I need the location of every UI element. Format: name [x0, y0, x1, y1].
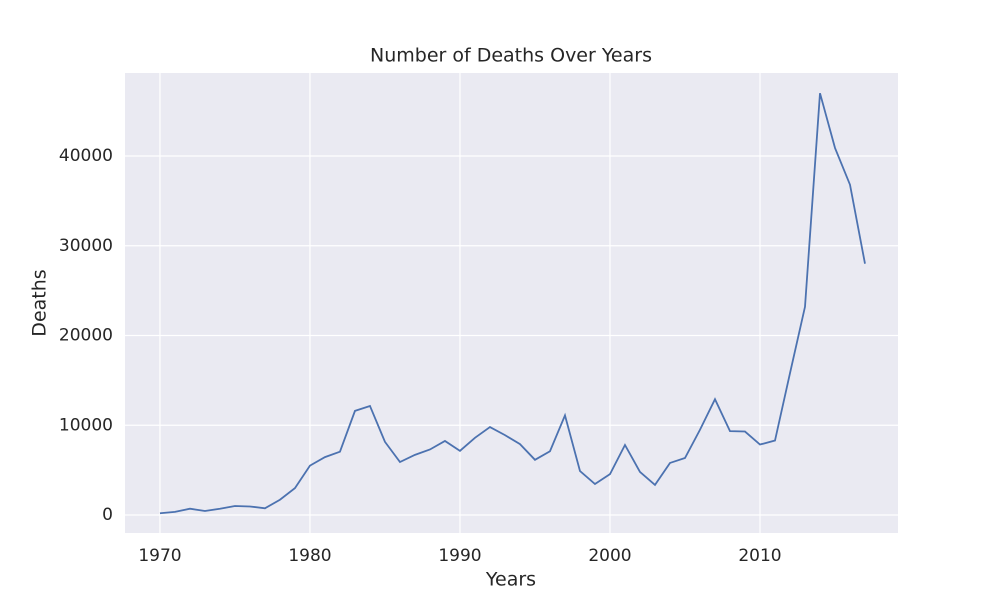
y-tick-label: 30000: [59, 236, 113, 256]
x-tick-label: 1970: [138, 546, 181, 566]
x-tick-label: 2010: [738, 546, 781, 566]
y-tick-label: 40000: [59, 146, 113, 166]
x-tick-label: 1980: [288, 546, 331, 566]
y-tick-label: 20000: [59, 326, 113, 346]
x-tick-label: 2000: [588, 546, 631, 566]
y-tick-label: 10000: [59, 415, 113, 435]
y-tick-label: 0: [102, 505, 113, 525]
y-axis-label: Deaths: [29, 269, 51, 336]
plot-area: [125, 73, 898, 533]
chart-title: Number of Deaths Over Years: [370, 45, 652, 67]
x-tick-label: 1990: [438, 546, 481, 566]
x-axis-label: Years: [485, 569, 536, 591]
data-line: [159, 92, 866, 515]
